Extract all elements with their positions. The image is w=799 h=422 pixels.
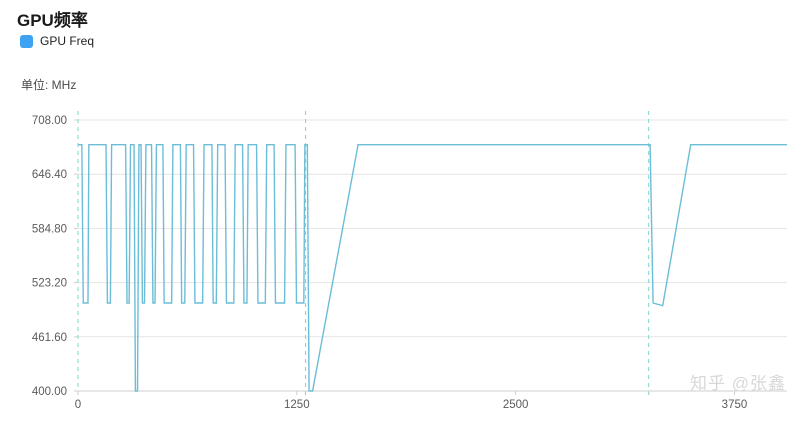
y-axis-tick-label: 708.00 [32, 115, 67, 127]
unit-label: 单位: MHz [21, 78, 77, 92]
y-axis-tick-labels: 708.00 646.40 584.80 523.20 461.60 400.00 [32, 115, 78, 398]
x-axis-tick-labels: 0 1250 2500 3750 [75, 391, 747, 411]
chart-legend[interactable]: GPU Freq [20, 33, 94, 49]
x-axis-tick-label: 2500 [503, 399, 529, 411]
y-axis-tick-label: 400.00 [32, 386, 67, 398]
y-axis-tick-label: 461.60 [32, 332, 67, 344]
x-axis-tick-label: 0 [75, 399, 81, 411]
data-series-layer[interactable] [78, 143, 787, 392]
series-line-gpu-freq[interactable] [78, 143, 787, 392]
y-axis-tick-label: 646.40 [32, 169, 67, 181]
x-axis-tick-label: 1250 [284, 399, 310, 411]
gridlines [78, 119, 787, 392]
page-title: GPU频率 [17, 11, 88, 30]
x-axis-tick-label: 3750 [722, 399, 748, 411]
y-axis-tick-label: 523.20 [32, 278, 67, 290]
y-axis-tick-label: 584.80 [32, 223, 67, 235]
legend-swatch-gpu-freq[interactable] [20, 34, 33, 48]
legend-label-gpu-freq: GPU Freq [40, 34, 95, 48]
